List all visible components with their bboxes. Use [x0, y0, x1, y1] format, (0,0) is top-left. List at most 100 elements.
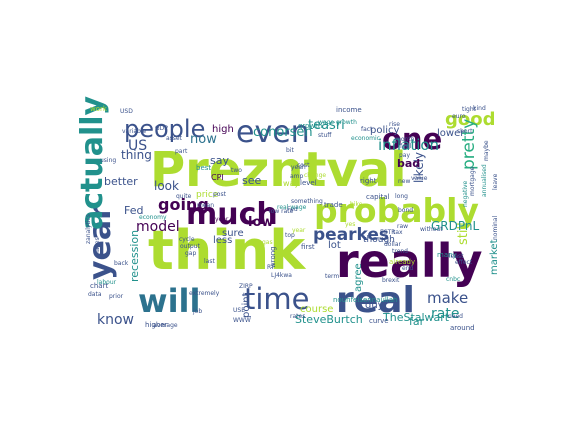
cloud-word: Prezntval	[150, 142, 407, 198]
cloud-word: make	[427, 289, 468, 307]
cloud-word: real	[336, 280, 415, 321]
cloud-word: cost	[297, 162, 310, 169]
cloud-word: far	[409, 315, 425, 328]
cloud-word: output	[180, 243, 200, 250]
cloud-word: low rate	[269, 208, 294, 215]
cloud-word: still	[456, 222, 471, 245]
cloud-word: mean	[197, 202, 214, 209]
cloud-word: value	[411, 175, 428, 182]
cloud-word: capital	[366, 193, 390, 201]
cloud-word: quite	[176, 193, 192, 200]
cloud-word: RT	[267, 264, 275, 271]
cloud-word: variable	[122, 128, 147, 135]
cloud-word: need	[448, 313, 463, 320]
cloud-word: TheStalwart	[382, 311, 450, 324]
cloud-word: time	[244, 282, 310, 316]
cloud-word: point	[241, 292, 252, 318]
cloud-word: gap	[185, 250, 196, 257]
cloud-word: ZIRP	[239, 283, 253, 290]
cloud-word: SteveBurtch	[295, 313, 363, 326]
cloud-word: trend	[392, 248, 408, 255]
cloud-word: better	[104, 175, 138, 188]
cloud-word: now	[190, 132, 217, 147]
cloud-word: USE	[233, 307, 245, 314]
cloud-word: price	[196, 190, 219, 200]
cloud-word: actually	[75, 95, 110, 230]
cloud-word: labour	[97, 279, 117, 286]
cloud-word: wage growth	[318, 119, 357, 126]
cloud-word: fact	[361, 126, 373, 133]
cloud-word: annualised	[481, 164, 488, 197]
cloud-word: market	[489, 239, 500, 275]
cloud-word: WWW	[233, 317, 251, 324]
cloud-word: short	[457, 128, 473, 135]
cloud-word: will	[138, 282, 200, 320]
cloud-word: year	[83, 205, 118, 280]
cloud-word: way	[283, 179, 299, 188]
cloud-word: pearkes	[313, 225, 389, 245]
cloud-word: likely	[412, 152, 426, 183]
cloud-word: effect	[455, 259, 473, 266]
cloud-word: conorsen	[253, 125, 313, 140]
cloud-word: LJ4kwa	[271, 272, 292, 279]
cloud-word: leave	[492, 173, 499, 190]
cloud-word: much	[186, 197, 278, 232]
cloud-word: right	[360, 177, 377, 185]
cloud-word: tax	[393, 229, 403, 236]
word-group: Prezntval think really will real time probably…	[75, 95, 500, 332]
cloud-word: makes	[94, 237, 101, 257]
cloud-word: ESTR	[380, 229, 395, 236]
cloud-word: higher	[145, 321, 168, 329]
cloud-word: least	[449, 253, 464, 260]
cloud-word: year	[292, 227, 306, 234]
cloud-word: pay	[399, 152, 410, 159]
cloud-word: first	[301, 243, 315, 251]
cloud-word: long	[395, 193, 408, 200]
cloud-word: bad	[397, 157, 420, 170]
cloud-word: recession	[128, 230, 141, 282]
cloud-word: many	[437, 251, 457, 259]
cloud-word: good	[445, 109, 496, 130]
cloud-word: model	[136, 219, 180, 235]
cloud-word: Fed	[287, 206, 298, 213]
cloud-word: gas	[262, 239, 273, 246]
cloud-word: teasri	[308, 118, 345, 133]
cloud-word: think	[148, 219, 306, 282]
cloud-word: USD	[120, 108, 133, 115]
cloud-word: GDP	[155, 125, 168, 132]
cloud-word: look	[154, 179, 179, 193]
cloud-word: inflation	[378, 136, 439, 154]
cloud-word: raw	[397, 223, 408, 230]
cloud-word: thing	[121, 148, 152, 162]
cloud-word: extremely	[189, 290, 220, 297]
cloud-word: chart	[90, 282, 108, 290]
cloud-word: zanalytics	[85, 214, 92, 244]
cloud-word: real wage	[277, 204, 307, 211]
cloud-word: people	[124, 115, 205, 143]
cloud-word: feel	[400, 143, 411, 150]
cloud-word: lot	[328, 240, 341, 251]
cloud-word: new	[398, 178, 410, 185]
cloud-word: CPI	[211, 173, 224, 182]
cloud-word: US	[128, 138, 147, 154]
cloud-word: economic	[351, 135, 380, 142]
cloud-word: bond	[398, 207, 413, 214]
cloud-word: agree	[353, 263, 364, 292]
cloud-word: really	[336, 234, 482, 288]
cloud-word: job	[192, 308, 202, 315]
cloud-word: data	[88, 291, 102, 298]
cloud-word: GRDPnL	[431, 219, 480, 233]
cloud-word: cycle	[179, 236, 195, 243]
cloud-word: going	[158, 195, 209, 214]
cloud-word: kind	[473, 105, 486, 112]
cloud-word: maybe	[483, 140, 490, 161]
cloud-word: term	[325, 273, 339, 280]
cloud-word: brexit	[382, 277, 400, 284]
cloud-word: policy	[370, 125, 400, 136]
cloud-word: something	[291, 198, 323, 205]
cloud-word: prior	[109, 293, 124, 300]
cloud-word: probably	[314, 191, 479, 230]
cloud-word: already	[389, 258, 415, 266]
cloud-word: change	[304, 172, 326, 179]
cloud-word: yes	[345, 221, 355, 228]
